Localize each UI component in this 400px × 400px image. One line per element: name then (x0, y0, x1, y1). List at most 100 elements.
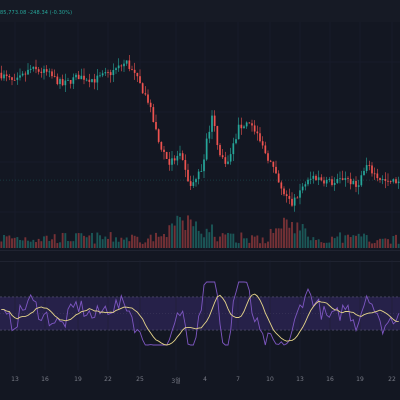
candle-body (80, 75, 83, 80)
candle-body (192, 182, 195, 186)
candle-body (195, 179, 197, 183)
candle-body (283, 188, 285, 195)
candle-body (53, 76, 56, 77)
volume-bar (320, 242, 323, 248)
volume-bar (24, 237, 27, 248)
volume-bar (171, 223, 173, 248)
candle-body (339, 178, 341, 180)
volume-bar (120, 237, 123, 248)
candle-body (160, 141, 163, 150)
rsi-line (1, 281, 400, 346)
candle-body (77, 74, 80, 80)
time-axis-label: 22 (104, 376, 112, 383)
volume-bar (269, 228, 272, 248)
candle-body (368, 165, 371, 166)
candle-body (384, 179, 387, 181)
candle-body (69, 80, 72, 84)
candle-body (85, 79, 88, 81)
volume-bar (315, 239, 317, 248)
candle-body (275, 166, 277, 174)
candle-body (107, 72, 109, 73)
candle-body (0, 72, 3, 79)
candle-body (91, 79, 93, 82)
candle-body (67, 80, 69, 81)
candle-body (72, 77, 75, 84)
candle-body (320, 177, 323, 181)
candle-body (208, 131, 211, 139)
volume-bar (45, 235, 48, 248)
volume-bar (125, 237, 128, 248)
candle-body (99, 75, 101, 77)
volume-bar (107, 238, 109, 248)
candle-body (112, 70, 115, 76)
volume-bar (312, 237, 315, 248)
candle-body (16, 77, 19, 80)
candle-body (61, 79, 64, 86)
candle-body (277, 173, 280, 183)
candle-body (323, 180, 325, 184)
candle-body (19, 75, 21, 78)
volume-bar (91, 232, 93, 248)
candle-body (136, 72, 139, 77)
candle-body (120, 65, 123, 67)
volume-bar (259, 243, 261, 248)
candle-body (155, 122, 157, 130)
candle-body (8, 76, 11, 78)
candle-body (131, 68, 133, 70)
volume-bar (21, 240, 24, 248)
volume-bar (80, 233, 83, 248)
volume-bar (149, 234, 152, 248)
time-axis-label: 13 (296, 376, 304, 383)
candle-body (205, 138, 208, 160)
volume-bar (35, 242, 37, 248)
volume-bar (272, 232, 275, 248)
volume-bar (75, 233, 77, 248)
volume-bar (339, 232, 341, 248)
volume-bar (11, 238, 13, 248)
candle-body (355, 180, 357, 187)
volume-bar (77, 233, 80, 248)
volume-bar (349, 237, 352, 248)
candle-body (392, 179, 395, 182)
volume-bar (256, 235, 259, 248)
candle-body (341, 178, 344, 180)
volume-bar (64, 233, 67, 248)
candle-body (261, 141, 264, 146)
volume-bar (139, 242, 141, 248)
volume-bar (213, 236, 216, 248)
volume-bar (387, 239, 389, 248)
volume-bar (205, 228, 208, 248)
volume-bar (309, 240, 312, 248)
candle-body (88, 79, 91, 82)
candle-body (13, 79, 16, 81)
volume-bar (179, 217, 181, 248)
volume-bar (141, 243, 144, 248)
time-axis[interactable]: 13 16 19 22 25 3월 4 7 10 13 16 19 22 (0, 370, 400, 400)
rsi-pane[interactable] (0, 260, 400, 370)
candle-body (176, 155, 179, 161)
volume-bar (280, 228, 283, 248)
candle-body (51, 71, 53, 77)
candle-body (197, 171, 200, 180)
price-pane[interactable] (0, 22, 400, 250)
time-axis-label: 7 (236, 376, 240, 383)
candle-body (299, 190, 301, 198)
candle-body (373, 173, 376, 175)
pane-separator[interactable] (0, 250, 400, 262)
volume-bar (48, 240, 51, 248)
volume-bar (197, 230, 200, 248)
candle-body (304, 184, 307, 187)
candle-body (56, 76, 59, 85)
rsi-chart[interactable] (0, 260, 400, 370)
volume-bar (379, 238, 381, 248)
volume-bar (136, 236, 139, 248)
candle-body (267, 153, 269, 161)
candle-body (157, 129, 160, 142)
time-axis-label: 19 (74, 376, 82, 383)
volume-bar (168, 225, 171, 248)
volume-bar (27, 240, 29, 248)
candle-body (189, 181, 192, 186)
candle-body (296, 197, 299, 199)
candlestick-chart[interactable] (0, 22, 400, 250)
candle-body (59, 79, 61, 85)
